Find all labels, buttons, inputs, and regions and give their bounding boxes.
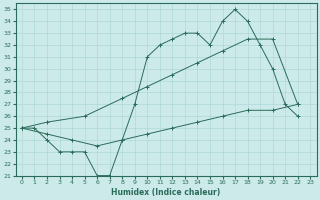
X-axis label: Humidex (Indice chaleur): Humidex (Indice chaleur) [111, 188, 221, 197]
